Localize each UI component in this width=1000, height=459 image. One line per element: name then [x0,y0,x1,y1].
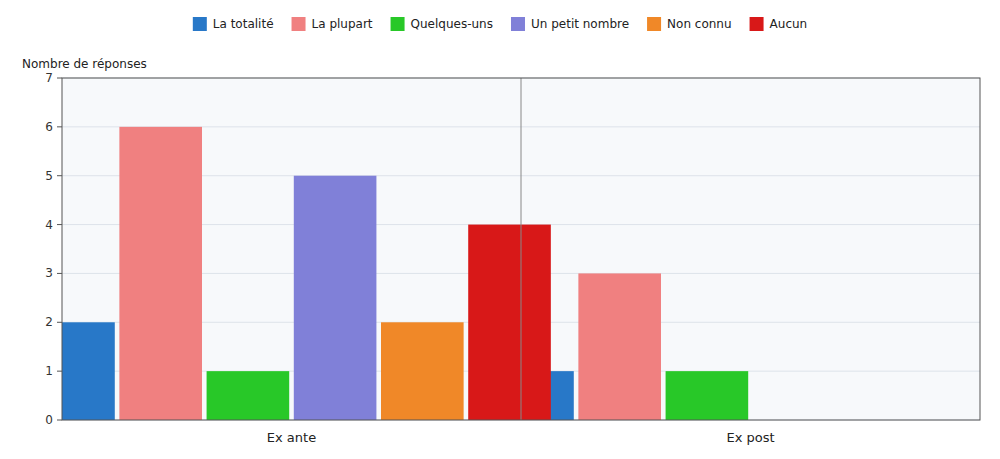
legend-item: Un petit nombre [511,17,629,31]
legend-label: La totalité [213,17,274,31]
chart: 0 1 2 3 4 5 6 7Nombre de réponses Ex ante Ex post… [0,0,1000,459]
legend-label: Non connu [667,17,732,31]
bar [666,371,749,420]
legend-label: Un petit nombre [531,17,629,31]
y-tick [57,322,62,323]
bar [119,127,202,420]
y-tick [57,175,62,176]
bar-series [468,225,551,420]
x-tick-label: Ex post [726,430,774,445]
bar-series [381,322,464,420]
legend-item: La plupart [292,17,373,31]
plot-background [62,78,980,420]
bar [578,273,661,420]
y-tick-label: 6 [45,120,53,134]
y-tick-label: 2 [45,315,53,329]
plot-frame [62,78,980,420]
legend-label: Aucun [770,17,808,31]
y-tick-label: 0 [45,413,53,427]
y-tick [57,224,62,225]
legend-label: Quelques-uns [411,17,493,31]
x-tick-label: Ex ante [267,430,316,445]
legend-swatch [647,17,661,31]
legend-swatch [391,17,405,31]
bar [294,176,377,420]
bar [62,322,115,420]
bar [468,225,551,420]
legend-swatch [193,17,207,31]
legend-swatch [292,17,306,31]
bar-series [119,127,661,420]
legend-item: Non connu [647,17,732,31]
y-tick-label: 3 [45,266,53,280]
y-tick [57,420,62,421]
bar [207,371,290,420]
legend-item: Quelques-uns [391,17,493,31]
legend-item: Aucun [750,17,808,31]
y-tick-label: 1 [45,364,53,378]
bars [62,127,748,420]
chart-container: 0 1 2 3 4 5 6 7Nombre de réponses Ex ante Ex post… [0,0,1000,459]
legend-swatch [750,17,764,31]
y-tick [57,273,62,274]
grid [62,78,980,420]
legend-item: La totalité [193,17,274,31]
legend-swatch [511,17,525,31]
bar-series [294,176,377,420]
legend-label: La plupart [312,17,373,31]
y-axis-label: Nombre de réponses [22,57,147,71]
y-tick-label: 4 [45,218,53,232]
y-tick [57,126,62,127]
y-tick-label: 5 [45,169,53,183]
x-axis: Ex ante Ex post [267,430,775,445]
y-axis: 0 1 2 3 4 5 6 7 [45,71,62,427]
group-divider [521,78,522,420]
y-tick-label: 7 [45,71,53,85]
y-tick [57,371,62,372]
legend: La totalité La plupart Quelques-uns Un peti… [193,17,807,31]
y-tick [57,78,62,79]
bar [381,322,464,420]
